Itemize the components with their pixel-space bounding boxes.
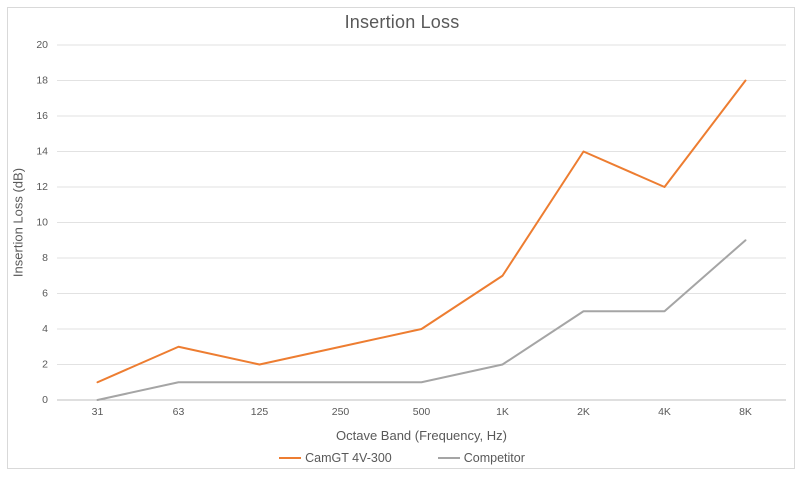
- legend-label: Competitor: [463, 451, 525, 465]
- x-tick-label: 500: [413, 406, 431, 418]
- series-line-competitor[interactable]: [96, 239, 747, 401]
- x-tick-label: 125: [251, 406, 269, 418]
- y-tick-label: 20: [36, 39, 48, 51]
- x-tick-label: 250: [332, 406, 350, 418]
- y-tick-label: 14: [36, 146, 48, 158]
- x-tick-label: 63: [173, 406, 185, 418]
- x-tick-label: 31: [92, 406, 104, 418]
- y-tick-label: 12: [36, 181, 48, 193]
- chart-title: Insertion Loss: [344, 12, 460, 32]
- y-tick-label: 2: [42, 359, 48, 371]
- legend-line-swatch: [279, 457, 302, 459]
- legend-line-swatch: [437, 457, 460, 459]
- x-tick-label: 2K: [577, 406, 590, 418]
- y-tick-label: 4: [42, 323, 48, 335]
- y-tick-label: 16: [36, 110, 48, 122]
- x-tick-label: 1K: [496, 406, 509, 418]
- legend: CamGT 4V-300 Competitor: [0, 451, 804, 465]
- y-tick-label: 6: [42, 288, 48, 300]
- x-tick-label: 4K: [658, 406, 671, 418]
- y-tick-label: 18: [36, 75, 48, 87]
- y-axis-title: Insertion Loss (dB): [10, 167, 26, 278]
- legend-item-camgt-4v-300[interactable]: CamGT 4V-300: [279, 451, 392, 465]
- y-tick-label: 10: [36, 217, 48, 229]
- legend-item-competitor[interactable]: Competitor: [437, 451, 525, 465]
- y-tick-label: 8: [42, 252, 48, 264]
- series-line-camgt-4v-300[interactable]: [96, 79, 747, 384]
- y-tick-label: 0: [42, 394, 48, 406]
- legend-label: CamGT 4V-300: [305, 451, 392, 465]
- x-tick-label: 8K: [739, 406, 752, 418]
- x-axis-title: Octave Band (Frequency, Hz): [336, 428, 507, 443]
